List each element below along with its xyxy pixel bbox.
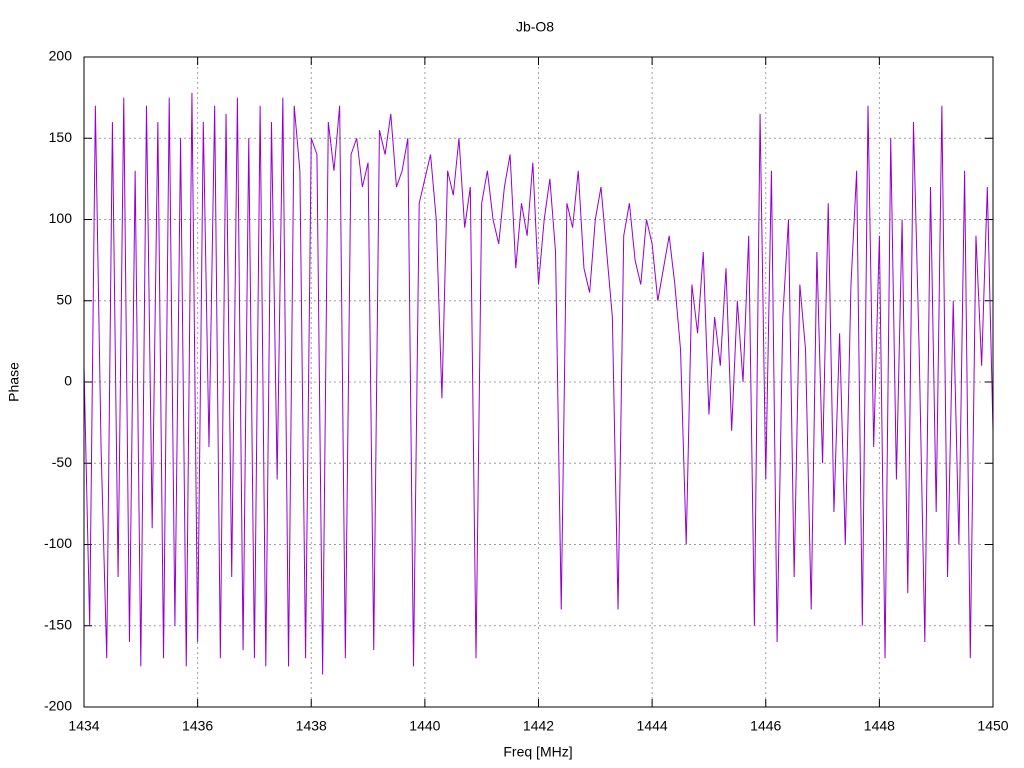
chart-title: Jb-O8 xyxy=(516,19,554,35)
x-tick-label: 1444 xyxy=(637,718,668,734)
x-tick-label: 1450 xyxy=(977,718,1008,734)
y-tick-label: 0 xyxy=(64,373,72,389)
x-tick-label: 1442 xyxy=(523,718,554,734)
x-tick-label: 1448 xyxy=(864,718,895,734)
y-tick-label: 200 xyxy=(49,48,73,64)
y-tick-label: 150 xyxy=(49,129,73,145)
y-tick-label: -200 xyxy=(44,698,72,714)
y-tick-label: 100 xyxy=(49,210,73,226)
x-tick-label: 1446 xyxy=(750,718,781,734)
y-tick-label: -50 xyxy=(52,454,72,470)
y-tick-label: 50 xyxy=(56,291,72,307)
data-line xyxy=(83,92,994,675)
x-tick-label: 1436 xyxy=(182,718,213,734)
x-tick-label: 1438 xyxy=(296,718,327,734)
x-axis-label: Freq [MHz] xyxy=(503,744,572,760)
x-tick-label: 1440 xyxy=(409,718,440,734)
x-tick-label: 1434 xyxy=(68,718,99,734)
plot-border xyxy=(83,56,994,708)
y-axis-label: Phase xyxy=(6,362,22,402)
y-tick-label: -150 xyxy=(44,616,72,632)
y-tick-label: -100 xyxy=(44,535,72,551)
